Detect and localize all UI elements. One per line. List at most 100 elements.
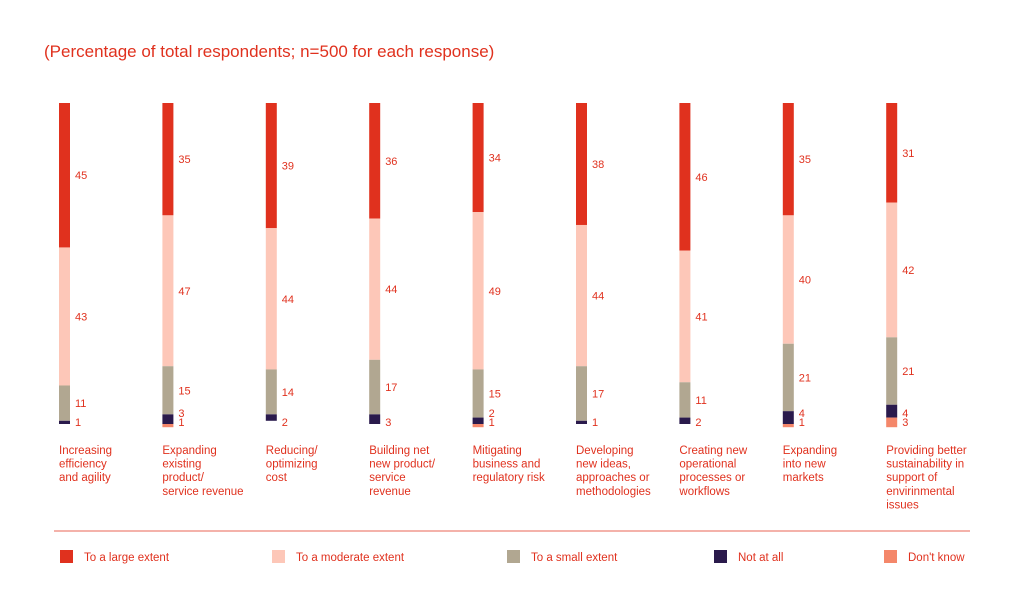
bar-segment: [886, 202, 898, 338]
data-label: 1: [592, 417, 598, 429]
bar-segment: [472, 424, 484, 428]
bar-segment: [886, 417, 898, 428]
data-label: 46: [695, 172, 707, 184]
bar-segment: [886, 337, 898, 405]
data-label: 4: [902, 408, 908, 420]
data-label: 3: [902, 417, 908, 429]
data-label: 1: [178, 417, 184, 429]
legend: To a large extent To a moderate extent To …: [60, 550, 965, 564]
bar-segment: [782, 411, 794, 424]
data-label: 4: [799, 408, 805, 420]
data-label: 39: [282, 161, 294, 173]
category-label: Expanding existing product/service revenue: [162, 445, 243, 498]
legend-swatch: [714, 550, 727, 563]
data-label: 49: [489, 286, 501, 298]
bar-segment: [782, 103, 794, 216]
data-label: 43: [75, 311, 87, 323]
data-label: 21: [902, 366, 914, 378]
bar-segment: [472, 103, 484, 213]
data-label: 14: [282, 387, 294, 399]
bar-segment: [886, 404, 898, 418]
bar-segment: [679, 250, 691, 383]
legend-label: Not at all: [738, 552, 783, 564]
data-label: 3: [178, 408, 184, 420]
category-label: Increasing efficiency and agility: [59, 445, 112, 484]
bar-segment: [472, 369, 484, 418]
legend-label: To a large extent: [84, 552, 170, 564]
bar-segment: [369, 218, 381, 360]
data-label: 2: [695, 417, 701, 429]
bar-segment: [162, 424, 174, 428]
bar-segment: [265, 369, 277, 415]
data-label: 17: [592, 389, 604, 401]
bar-segment: [472, 417, 484, 424]
bar-segment: [265, 103, 277, 229]
category-label: Building net new product/service revenue: [369, 445, 436, 498]
bar-segment: [59, 385, 70, 421]
bar-segment: [162, 366, 174, 415]
category-label: Creating new operational processes or workf…: [678, 445, 747, 498]
bar-segment: [679, 382, 691, 418]
data-label: 44: [592, 291, 604, 303]
bars-layer: [59, 103, 898, 428]
category-labels-layer: Increasing efficiency and agility Expanding…: [59, 445, 967, 511]
data-label: 2: [489, 408, 495, 420]
chart-subtitle: (Percentage of total respondents; n=500 …: [44, 42, 494, 61]
data-label: 35: [178, 154, 190, 166]
bar-segment: [679, 103, 691, 251]
legend-swatch: [272, 550, 285, 563]
data-label: 31: [902, 148, 914, 160]
data-label: 15: [178, 385, 190, 397]
data-label: 11: [695, 395, 706, 407]
bar-segment: [576, 420, 587, 424]
data-label: 45: [75, 170, 87, 182]
data-label: 40: [799, 275, 811, 287]
data-label: 34: [489, 153, 501, 165]
data-label: 2: [282, 417, 288, 429]
data-label: 21: [799, 372, 811, 384]
data-label: 11: [75, 398, 86, 410]
bar-segment: [576, 366, 587, 421]
category-label: Developing new ideas, approaches or methodo…: [576, 445, 651, 498]
category-label: Providing better sustainability in support…: [886, 445, 967, 511]
bar-segment: [369, 103, 381, 219]
category-label: Mitigating business and regulatory risk: [473, 445, 545, 484]
legend-swatch: [884, 550, 897, 563]
data-label: 42: [902, 265, 914, 277]
bar-segment: [782, 343, 794, 412]
bar-segment: [59, 247, 70, 386]
data-label: 1: [799, 417, 805, 429]
legend-swatch: [60, 550, 73, 563]
bar-segment: [59, 420, 70, 424]
bar-segment: [59, 103, 70, 248]
data-label: 41: [695, 311, 707, 323]
category-label: Reducing/optimizing cost: [266, 445, 319, 484]
bar-segment: [576, 224, 587, 367]
data-label: 1: [75, 417, 81, 429]
bar-segment: [162, 103, 174, 216]
bar-segment: [265, 228, 277, 370]
bar-segment: [472, 212, 484, 370]
data-label: 17: [385, 382, 397, 394]
bar-segment: [162, 215, 174, 367]
data-label: 36: [385, 156, 397, 168]
value-labels-layer: 4543111354715313944142364417334491521384…: [75, 148, 914, 429]
bar-segment: [886, 103, 898, 203]
bar-segment: [369, 414, 381, 424]
data-label: 35: [799, 154, 811, 166]
bar-segment: [782, 424, 794, 428]
data-label: 3: [385, 417, 391, 429]
data-label: 47: [178, 286, 190, 298]
bar-segment: [162, 414, 174, 424]
legend-label: To a moderate extent: [296, 552, 405, 564]
legend-label: Don't know: [908, 552, 965, 564]
data-label: 38: [592, 159, 604, 171]
data-label: 15: [489, 389, 501, 401]
bar-segment: [265, 414, 277, 421]
bar-segment: [369, 359, 381, 415]
bar-segment: [576, 103, 587, 225]
category-label: Expanding into new markets: [783, 445, 837, 484]
legend-swatch: [507, 550, 520, 563]
bar-segment: [679, 417, 691, 424]
